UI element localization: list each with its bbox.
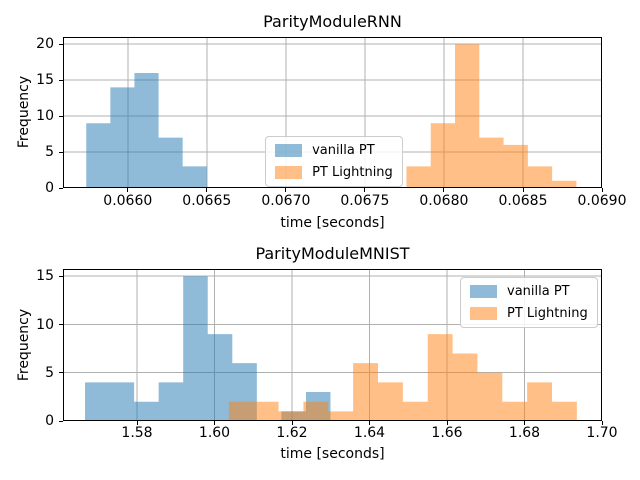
chart-title: ParityModuleMNIST xyxy=(255,244,410,263)
y-tick-mark xyxy=(59,151,63,153)
x-tick-mark xyxy=(127,188,129,192)
x-tick-label: 0.0665 xyxy=(182,193,232,209)
x-tick-mark xyxy=(206,188,208,192)
histogram-series-vanilla-pt xyxy=(85,276,331,421)
chart-title: ParityModuleRNN xyxy=(263,12,402,31)
y-tick-label: 0 xyxy=(45,180,54,196)
x-tick-mark xyxy=(285,188,287,192)
legend-swatch-icon xyxy=(275,165,303,179)
y-tick-mark xyxy=(59,79,63,81)
y-axis-label: Frequency xyxy=(16,308,32,382)
x-tick-mark xyxy=(522,188,524,192)
legend-swatch-icon xyxy=(275,143,303,157)
legend-entry-pt-lightning: PT Lightning xyxy=(275,165,393,180)
x-tick-mark xyxy=(601,188,603,192)
histogram-series-pt-lightning xyxy=(406,44,577,188)
x-tick-mark xyxy=(369,421,370,425)
legend-swatch-icon xyxy=(470,306,497,320)
x-tick-label: 1.70 xyxy=(586,425,618,441)
legend: vanilla PT PT Lightning xyxy=(460,276,598,328)
y-tick-label: 0 xyxy=(45,413,54,429)
y-tick-label: 5 xyxy=(45,144,54,160)
y-tick-label: 15 xyxy=(36,72,54,89)
x-tick-mark xyxy=(601,421,603,425)
x-tick-label: 1.66 xyxy=(431,425,463,441)
x-tick-label: 1.64 xyxy=(353,425,386,441)
legend-entry-vanilla-pt: vanilla PT xyxy=(470,284,588,299)
legend-entry-vanilla-pt: vanilla PT xyxy=(275,143,393,158)
y-tick-mark xyxy=(59,420,63,422)
y-tick-mark xyxy=(59,115,63,117)
legend-entry-pt-lightning: PT Lightning xyxy=(470,306,588,321)
x-axis-label: time [seconds] xyxy=(280,215,385,231)
x-tick-mark xyxy=(443,188,445,192)
y-tick-label: 15 xyxy=(36,268,54,285)
legend-swatch-icon xyxy=(470,284,497,298)
histogram-series-vanilla-pt xyxy=(86,72,207,188)
y-tick-label: 5 xyxy=(45,364,54,381)
x-tick-label: 0.0670 xyxy=(261,193,311,209)
x-tick-label: 0.0660 xyxy=(103,193,153,209)
y-tick-label: 10 xyxy=(36,316,54,333)
x-tick-mark xyxy=(214,421,215,425)
y-tick-mark xyxy=(59,275,63,277)
legend-label: PT Lightning xyxy=(312,164,393,180)
legend-label: vanilla PT xyxy=(507,283,570,299)
x-tick-label: 0.0690 xyxy=(577,193,627,209)
histogram-series-pt-lightning xyxy=(228,334,577,421)
x-axis-label: time [seconds] xyxy=(280,446,385,462)
legend-label: PT Lightning xyxy=(507,305,588,321)
x-tick-label: 1.60 xyxy=(198,425,231,441)
x-tick-label: 0.0680 xyxy=(419,193,469,209)
y-tick-label: 10 xyxy=(36,108,54,125)
x-tick-label: 1.62 xyxy=(276,425,308,441)
x-tick-label: 1.68 xyxy=(508,425,541,441)
x-tick-label: 0.0675 xyxy=(340,193,390,209)
x-tick-label: 0.0685 xyxy=(498,193,548,209)
legend-label: vanilla PT xyxy=(312,142,375,158)
legend: vanilla PT PT Lightning xyxy=(265,135,403,187)
y-tick-mark xyxy=(59,372,63,374)
x-tick-label: 1.58 xyxy=(121,425,153,441)
x-tick-mark xyxy=(291,421,293,425)
x-tick-mark xyxy=(136,421,138,425)
y-tick-mark xyxy=(59,43,63,45)
y-tick-label: 20 xyxy=(36,36,54,53)
x-tick-mark xyxy=(524,421,525,425)
y-tick-mark xyxy=(59,324,63,325)
x-tick-mark xyxy=(446,421,448,425)
x-tick-mark xyxy=(364,188,366,192)
y-axis-label: Frequency xyxy=(16,75,32,149)
y-tick-mark xyxy=(59,187,63,189)
